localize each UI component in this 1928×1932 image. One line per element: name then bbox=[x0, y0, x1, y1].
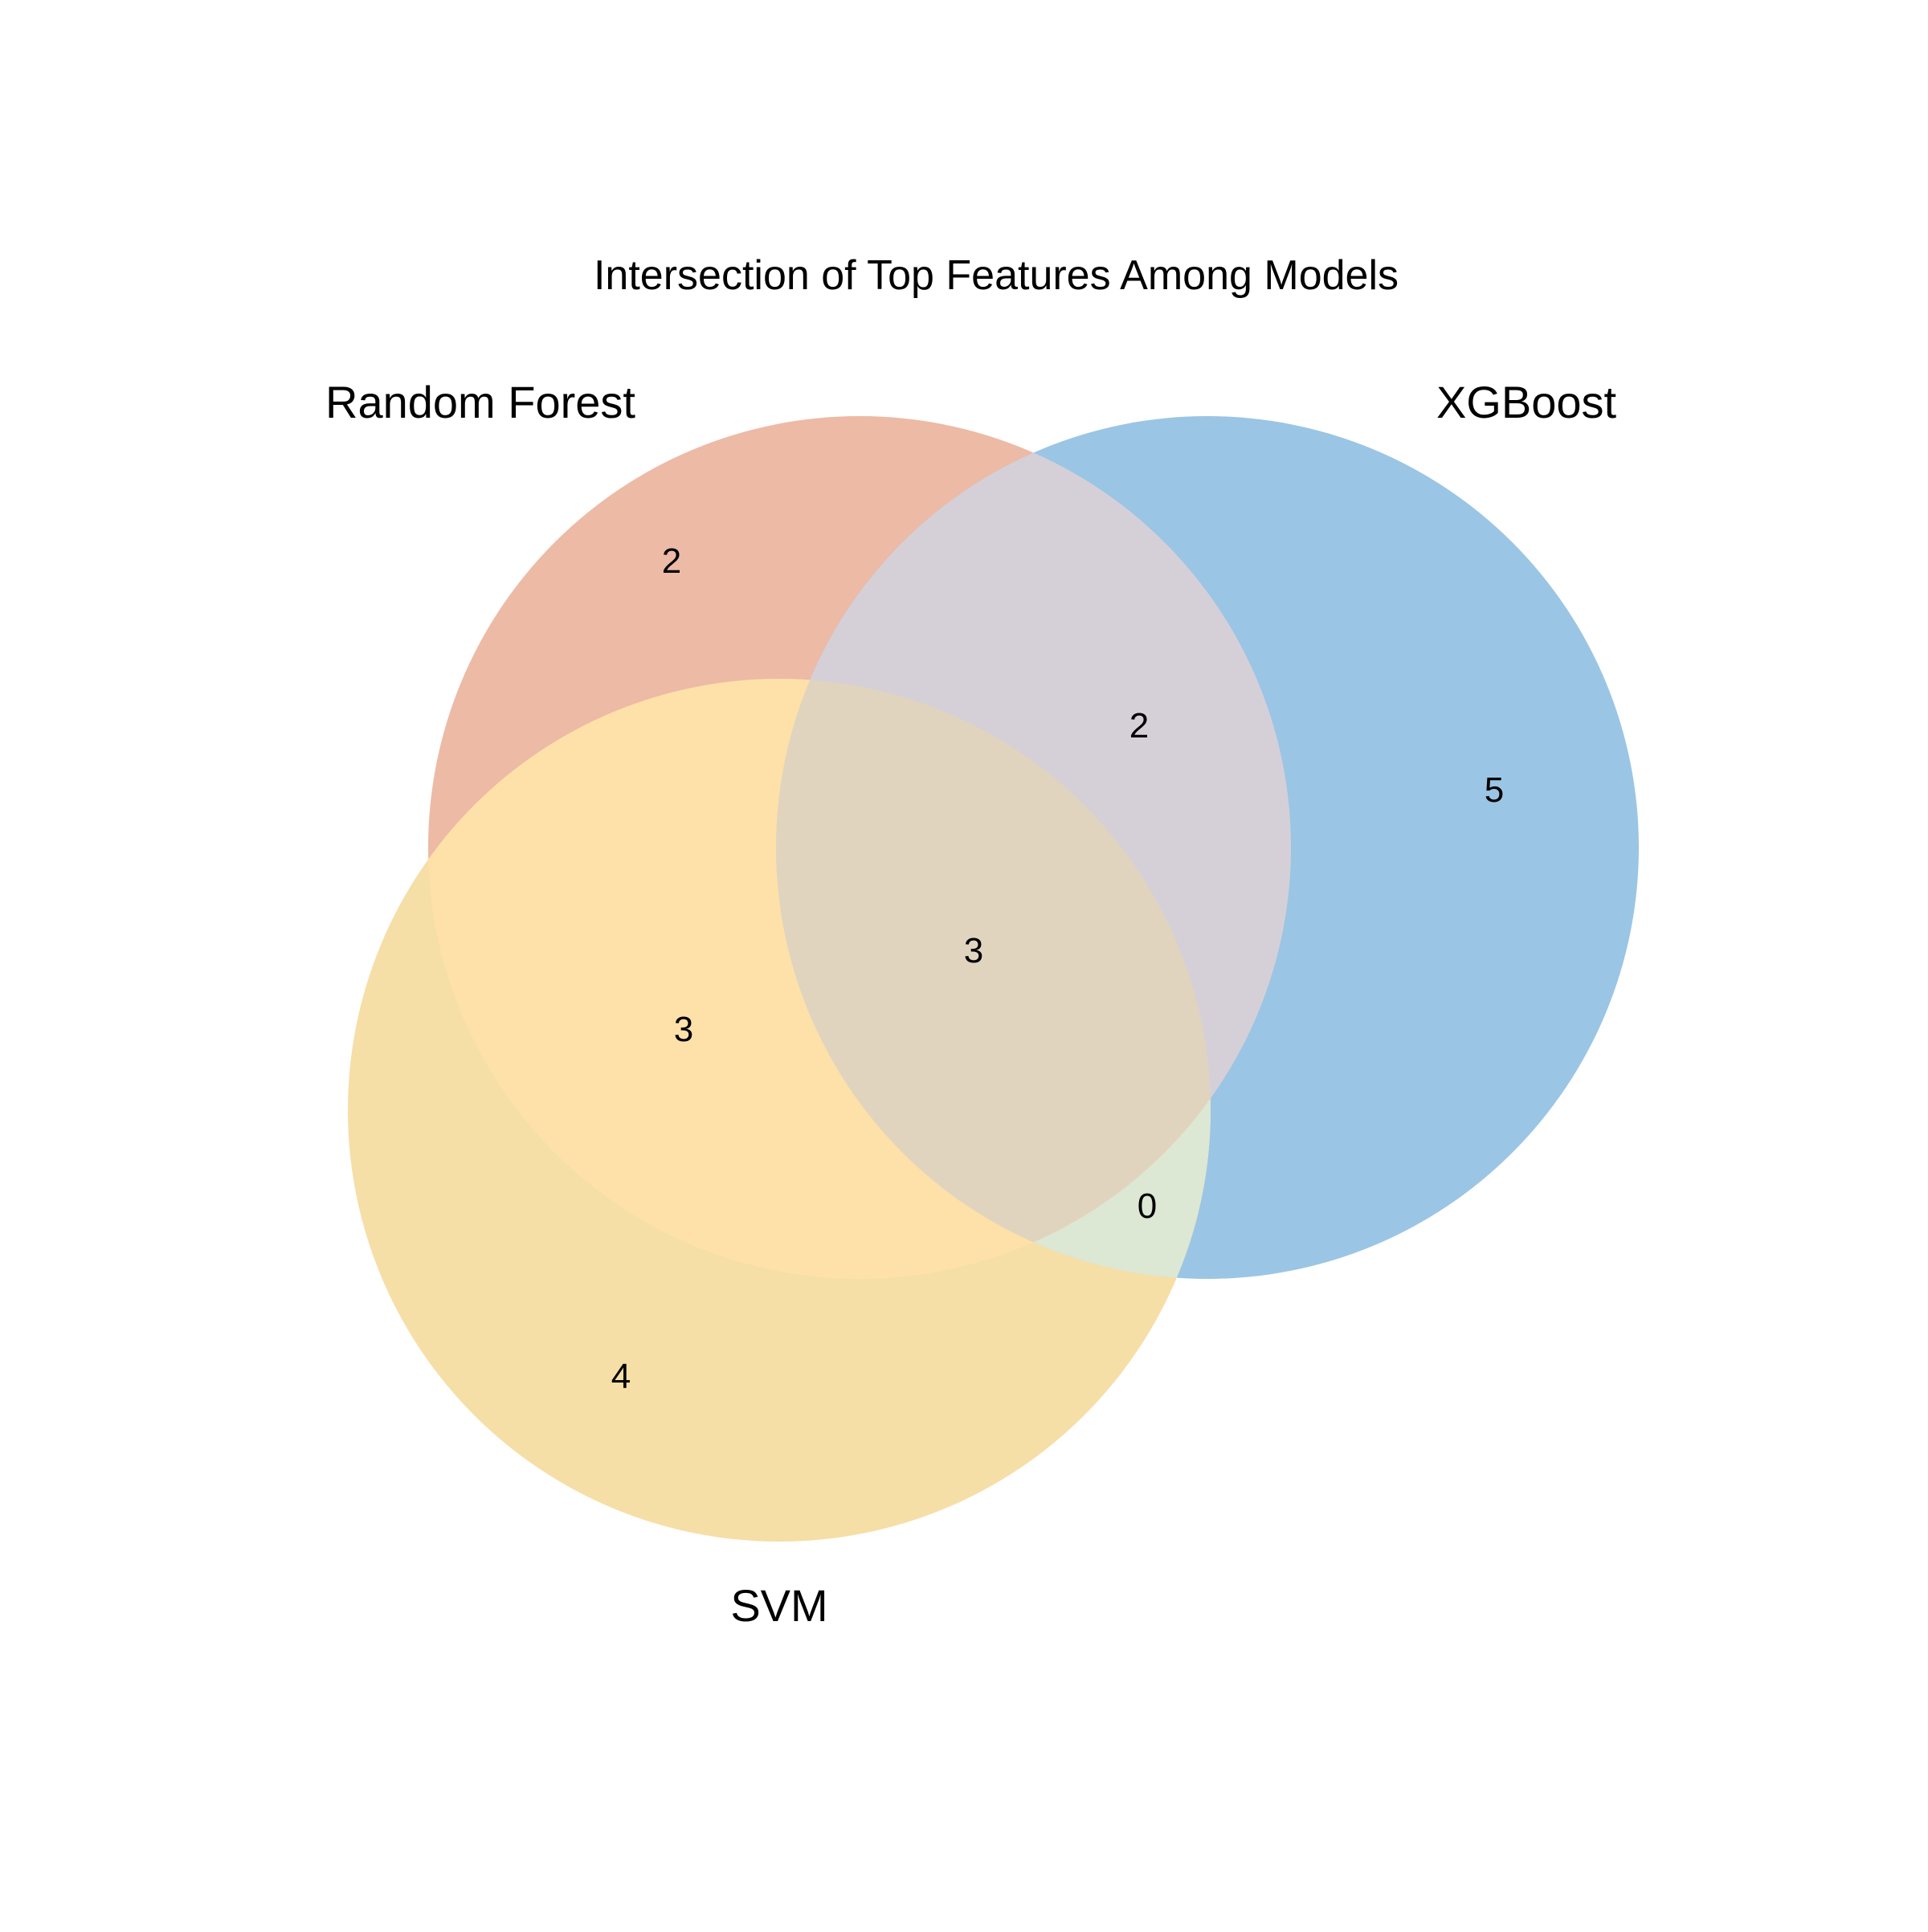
count-svm-only: 4 bbox=[611, 1357, 631, 1396]
count-rf-svm: 3 bbox=[674, 1010, 693, 1049]
count-all-three: 3 bbox=[964, 931, 983, 970]
count-random-forest-only: 2 bbox=[662, 541, 681, 581]
set-label-xgboost: XGBoost bbox=[1436, 377, 1617, 427]
set-label-random-forest: Random Forest bbox=[325, 377, 635, 427]
count-rf-xgboost: 2 bbox=[1129, 706, 1149, 745]
diagram-title: Intersection of Top Features Among Model… bbox=[594, 252, 1399, 299]
count-xgboost-only: 5 bbox=[1485, 770, 1504, 810]
set-label-svm: SVM bbox=[730, 1580, 827, 1631]
count-xgboost-svm: 0 bbox=[1138, 1187, 1157, 1226]
